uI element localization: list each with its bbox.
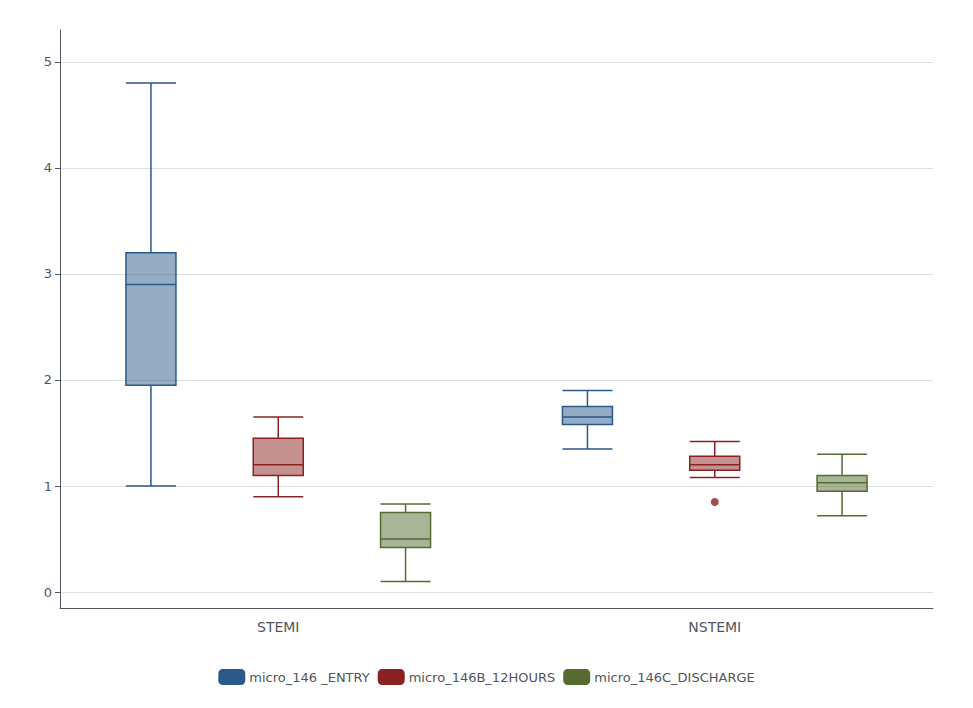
svg-text:2: 2 — [44, 372, 52, 387]
svg-text:3: 3 — [44, 266, 52, 281]
svg-text:0: 0 — [44, 585, 52, 600]
svg-text:STEMI: STEMI — [257, 619, 300, 635]
svg-text:NSTEMI: NSTEMI — [688, 619, 741, 635]
svg-text:4: 4 — [44, 160, 52, 175]
svg-text:5: 5 — [44, 54, 52, 69]
svg-text:1: 1 — [44, 479, 52, 494]
svg-text:micro_146B_12HOURS: micro_146B_12HOURS — [409, 670, 556, 685]
svg-text:micro_146C_DISCHARGE: micro_146C_DISCHARGE — [594, 670, 755, 685]
svg-text:micro_146 _ENTRY: micro_146 _ENTRY — [249, 670, 369, 685]
